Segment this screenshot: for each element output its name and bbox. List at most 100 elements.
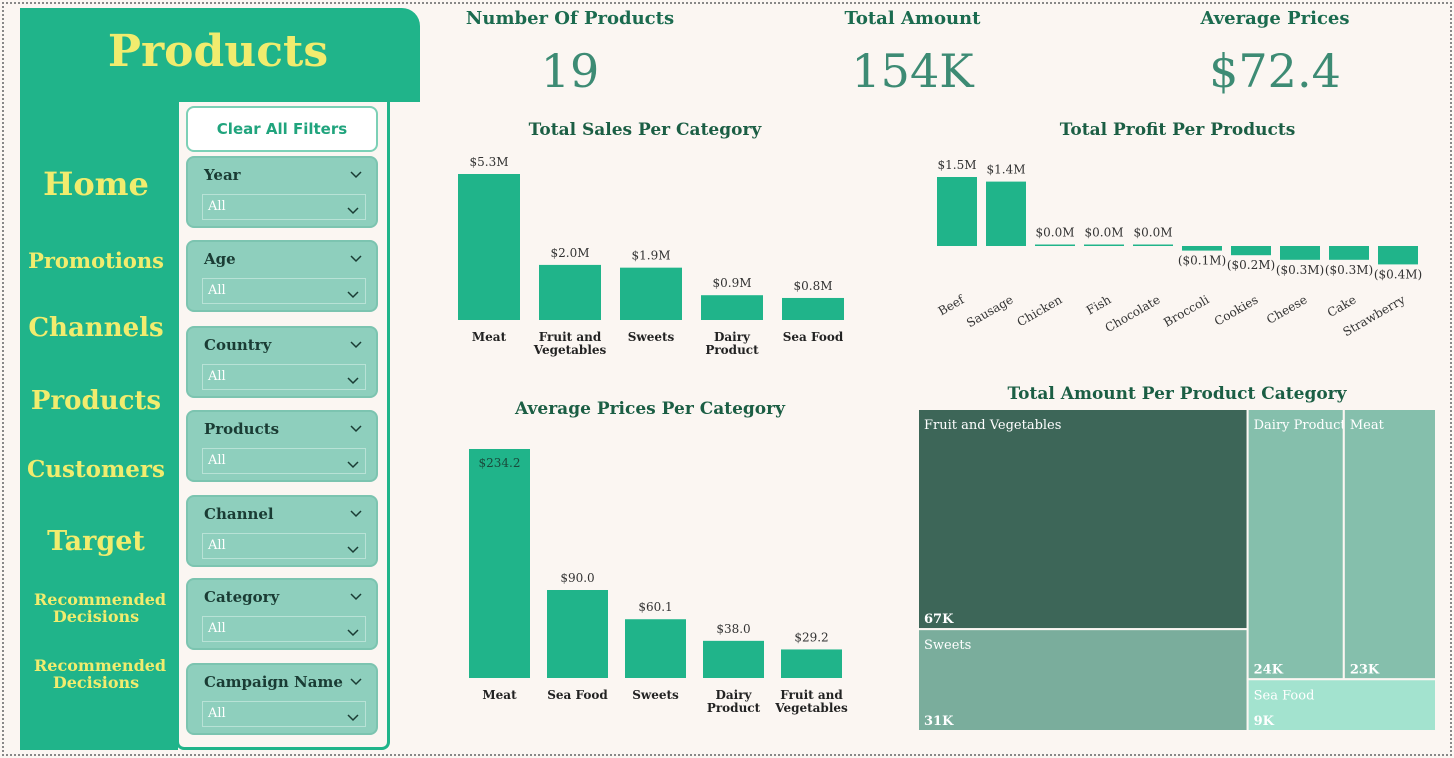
slicer-category[interactable]: Category All xyxy=(186,578,378,650)
slicer-dropdown[interactable]: All xyxy=(202,616,366,642)
nav-item-promotions[interactable]: Promotions xyxy=(28,248,164,273)
treemap-name: Sea Food xyxy=(1254,688,1315,703)
category-label: Cheese xyxy=(1264,292,1309,326)
chevron-down-icon[interactable] xyxy=(350,336,362,349)
data-label: $2.0M xyxy=(550,246,589,260)
treemap-cell xyxy=(1246,678,1436,731)
slicer-channel[interactable]: Channel All xyxy=(186,495,378,567)
data-label: $1.9M xyxy=(631,249,670,263)
nav-item-recommended-decisions[interactable]: Recommended Decisions xyxy=(34,656,167,692)
category-label: Vegetables xyxy=(533,343,607,357)
category-label: Vegetables xyxy=(774,701,848,715)
treemap-name: Meat xyxy=(1350,418,1385,433)
chevron-down-icon xyxy=(347,456,359,469)
bar xyxy=(1084,244,1124,246)
bar xyxy=(782,297,844,320)
nav-item-target[interactable]: Target xyxy=(47,526,145,557)
category-label: Fruit and xyxy=(780,688,843,702)
slicer-value: All xyxy=(208,706,226,721)
slicer-products[interactable]: Products All xyxy=(186,410,378,482)
bar xyxy=(1133,244,1173,246)
data-label: $234.2 xyxy=(479,456,521,470)
nav-item-home[interactable]: Home xyxy=(43,165,149,203)
bar xyxy=(620,267,682,320)
slicer-dropdown[interactable]: All xyxy=(202,364,366,390)
data-label: $29.2 xyxy=(794,630,828,644)
slicer-age[interactable]: Age All xyxy=(186,240,378,312)
treemap-cell xyxy=(918,409,1249,631)
treemap-value: 31K xyxy=(924,714,954,729)
chevron-down-icon[interactable] xyxy=(350,250,362,263)
category-label: Beef xyxy=(936,292,968,319)
data-label: $0.9M xyxy=(712,276,751,290)
avg-price-chart: $234.2 Meat $90.0 Sea Food $60.1 Sweets $38.0 D… xyxy=(469,449,848,715)
slicer-dropdown[interactable]: All xyxy=(202,278,366,304)
slicer-dropdown[interactable]: All xyxy=(202,701,366,727)
clear-filters-button[interactable]: Clear All Filters xyxy=(186,106,378,152)
category-label: Product xyxy=(705,343,759,357)
data-label: ($0.2M) xyxy=(1227,258,1275,272)
chevron-down-icon[interactable] xyxy=(350,588,362,601)
slicer-title: Age xyxy=(204,250,236,268)
chevron-down-icon xyxy=(347,709,359,722)
bar xyxy=(469,449,530,678)
slicer-country[interactable]: Country All xyxy=(186,326,378,398)
category-label: Meat xyxy=(482,688,517,702)
data-label: $0.0M xyxy=(1035,226,1074,240)
bar xyxy=(703,640,764,678)
data-label: $0.0M xyxy=(1084,226,1123,240)
category-label: Sea Food xyxy=(783,330,844,344)
bar xyxy=(539,264,601,320)
slicer-title: Country xyxy=(204,336,272,354)
slicer-dropdown[interactable]: All xyxy=(202,194,366,220)
slicer-dropdown[interactable]: All xyxy=(202,448,366,474)
slicer-dropdown[interactable]: All xyxy=(202,533,366,559)
treemap-value: 9K xyxy=(1254,714,1275,729)
profit-chart: $1.5M Beef $1.4M Sausage $0.0M Chicken $0.0M Fi… xyxy=(936,158,1422,339)
nav-item-customers[interactable]: Customers xyxy=(27,456,165,483)
bar xyxy=(1378,246,1418,265)
slicer-value: All xyxy=(208,538,226,553)
bar xyxy=(547,589,608,678)
data-label: ($0.1M) xyxy=(1178,254,1226,268)
chevron-down-icon[interactable] xyxy=(350,505,362,518)
treemap-chart: Fruit and Vegetables 67K Sweets 31K Dairy Pr… xyxy=(918,409,1436,731)
category-label: Sweets xyxy=(632,688,679,702)
slicer-title: Campaign Name xyxy=(204,673,343,691)
treemap-title: Total Amount Per Product Category xyxy=(1007,384,1347,404)
chevron-down-icon xyxy=(347,202,359,215)
data-label: $90.0 xyxy=(560,571,594,585)
data-label: $0.8M xyxy=(793,279,832,293)
bar xyxy=(1231,246,1271,256)
category-label: Sea Food xyxy=(547,688,608,702)
sales-chart-title: Total Sales Per Category xyxy=(528,120,762,140)
slicer-campaign-name[interactable]: Campaign Name All xyxy=(186,663,378,735)
slicer-title: Products xyxy=(204,420,280,438)
data-label: ($0.3M) xyxy=(1276,263,1324,277)
nav-item-products[interactable]: Products xyxy=(30,386,162,416)
category-label: Fish xyxy=(1084,292,1114,317)
nav-item-recommended-decisions[interactable]: Recommended Decisions xyxy=(34,590,167,626)
category-label: Chocolate xyxy=(1103,292,1163,335)
category-label: Cake xyxy=(1325,292,1359,319)
slicer-year[interactable]: Year All xyxy=(186,156,378,228)
slicer-title: Channel xyxy=(204,505,274,523)
chevron-down-icon[interactable] xyxy=(350,420,362,433)
slicer-value: All xyxy=(208,453,226,468)
bar xyxy=(1035,244,1075,246)
kpi-amount-value: 154K xyxy=(851,44,974,98)
bar xyxy=(1280,246,1320,260)
category-label: Dairy xyxy=(715,688,752,702)
treemap-name: Sweets xyxy=(924,638,971,653)
treemap-cell xyxy=(1246,409,1345,681)
avg-price-chart-title: Average Prices Per Category xyxy=(515,399,785,419)
chevron-down-icon[interactable] xyxy=(350,673,362,686)
data-label: $38.0 xyxy=(716,622,750,636)
chevron-down-icon[interactable] xyxy=(350,166,362,179)
bar xyxy=(625,619,686,678)
slicer-value: All xyxy=(208,199,226,214)
nav-item-channels[interactable]: Channels xyxy=(28,313,164,343)
page-title: Products xyxy=(107,26,329,77)
